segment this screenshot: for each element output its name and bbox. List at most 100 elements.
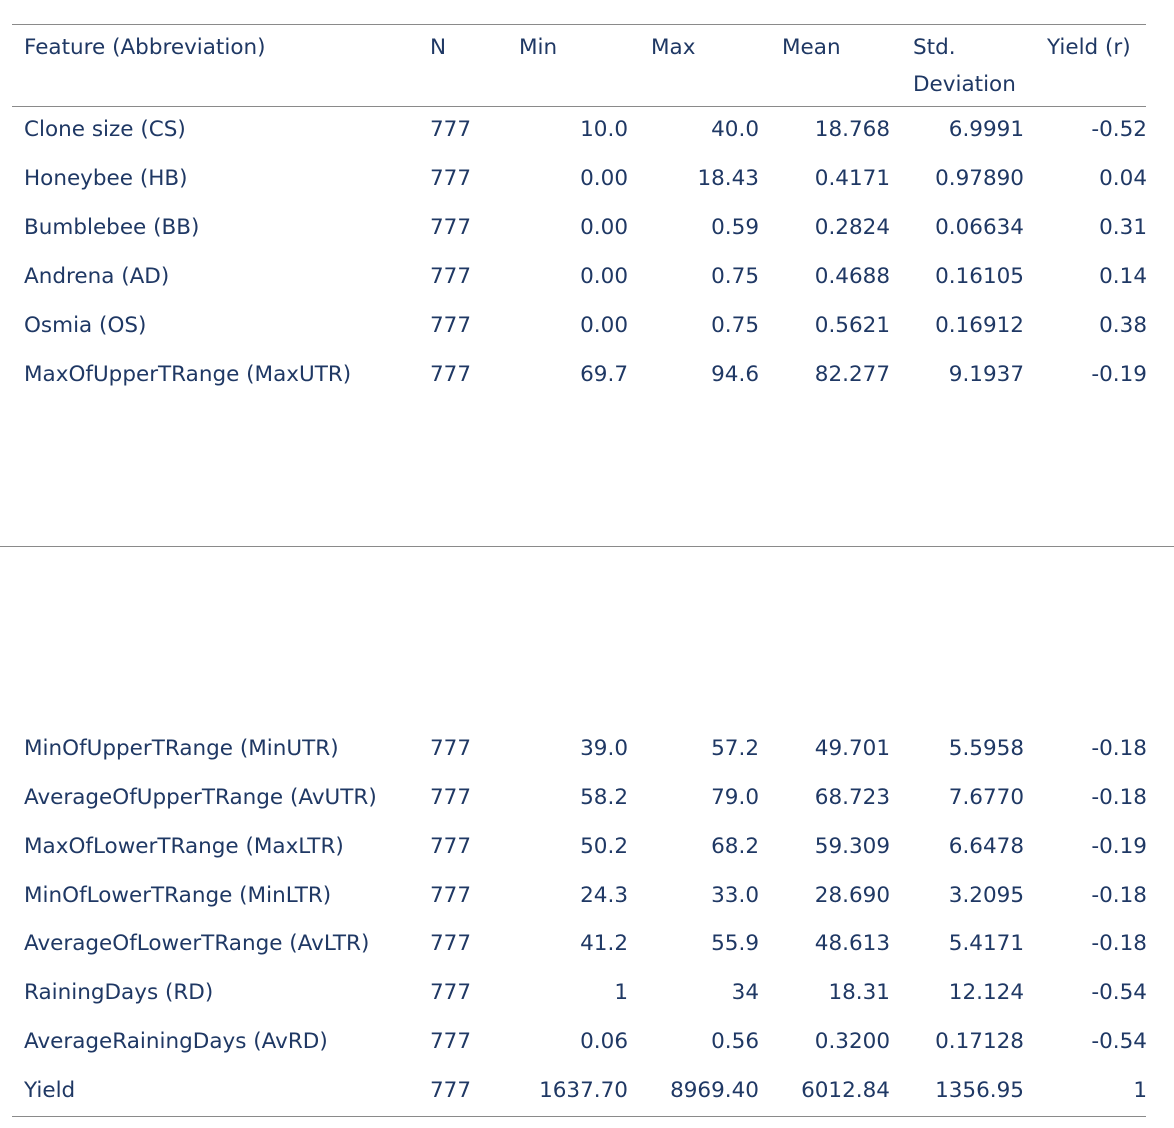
header-std-line2: Deviation [913, 72, 1016, 97]
cell-yield: 0.31 [1099, 215, 1147, 240]
cell-yield: -0.19 [1091, 834, 1147, 859]
cell-n: 777 [430, 1029, 472, 1054]
cell-mean: 49.701 [814, 736, 890, 761]
table-row: AverageOfLowerTRange (AvLTR) 777 41.2 55.9 4… [0, 927, 1174, 976]
cell-mean: 0.4171 [814, 166, 890, 191]
cell-n: 777 [430, 736, 472, 761]
cell-min: 0.00 [580, 313, 628, 338]
cell-yield: -0.18 [1091, 736, 1147, 761]
cell-min: 1 [614, 980, 628, 1005]
cell-n: 777 [430, 117, 472, 142]
table-row: MaxOfLowerTRange (MaxLTR) 777 50.2 68.2 59.3… [0, 830, 1174, 879]
page-break-rule [0, 546, 1174, 547]
cell-yield: 0.14 [1099, 264, 1147, 289]
cell-max: 8969.40 [670, 1078, 759, 1103]
cell-mean: 28.690 [814, 883, 890, 908]
table-row: Andrena (AD) 777 0.00 0.75 0.4688 0.16105 0.14 [0, 260, 1174, 309]
cell-min: 0.00 [580, 166, 628, 191]
cell-feature: MinOfUpperTRange (MinUTR) [24, 736, 339, 761]
cell-mean: 48.613 [814, 931, 890, 956]
cell-std: 1356.95 [935, 1078, 1024, 1103]
cell-n: 777 [430, 834, 472, 859]
cell-max: 34 [731, 980, 759, 1005]
cell-feature: AverageOfUpperTRange (AvUTR) [24, 785, 377, 810]
cell-min: 1637.70 [539, 1078, 628, 1103]
cell-mean: 68.723 [814, 785, 890, 810]
cell-n: 777 [430, 166, 472, 191]
cell-feature: RainingDays (RD) [24, 980, 214, 1005]
cell-std: 0.16105 [935, 264, 1024, 289]
cell-mean: 0.3200 [814, 1029, 890, 1054]
cell-feature: Osmia (OS) [24, 313, 147, 338]
table-row: RainingDays (RD) 777 1 34 18.31 12.124 -0.54 [0, 976, 1174, 1025]
cell-std: 0.97890 [935, 166, 1024, 191]
cell-max: 79.0 [711, 785, 759, 810]
cell-n: 777 [430, 313, 472, 338]
cell-n: 777 [430, 215, 472, 240]
cell-feature: AverageOfLowerTRange (AvLTR) [24, 931, 370, 956]
cell-std: 12.124 [948, 980, 1024, 1005]
cell-feature: MaxOfLowerTRange (MaxLTR) [24, 834, 344, 859]
cell-std: 7.6770 [948, 785, 1024, 810]
cell-n: 777 [430, 980, 472, 1005]
header-min: Min [519, 35, 558, 60]
cell-max: 94.6 [711, 362, 759, 387]
cell-yield: 0.38 [1099, 313, 1147, 338]
cell-n: 777 [430, 264, 472, 289]
cell-max: 0.56 [711, 1029, 759, 1054]
cell-yield: -0.18 [1091, 785, 1147, 810]
cell-n: 777 [430, 931, 472, 956]
cell-yield: -0.52 [1091, 117, 1147, 142]
table-row: MaxOfUpperTRange (MaxUTR) 777 69.7 94.6 82.2… [0, 358, 1174, 407]
header-std-deviation: Std. Deviation [913, 29, 1016, 103]
table-header: Feature (Abbreviation) N Min Max Mean St… [0, 29, 1174, 105]
cell-max: 18.43 [697, 166, 759, 191]
cell-mean: 0.2824 [814, 215, 890, 240]
cell-feature: MaxOfUpperTRange (MaxUTR) [24, 362, 352, 387]
cell-feature: Andrena (AD) [24, 264, 170, 289]
cell-mean: 6012.84 [801, 1078, 890, 1103]
cell-n: 777 [430, 362, 472, 387]
cell-feature: Clone size (CS) [24, 117, 186, 142]
header-feature: Feature (Abbreviation) [24, 35, 266, 60]
cell-min: 50.2 [580, 834, 628, 859]
table-row: Bumblebee (BB) 777 0.00 0.59 0.2824 0.06634 0.… [0, 211, 1174, 260]
cell-min: 58.2 [580, 785, 628, 810]
cell-feature: AverageRainingDays (AvRD) [24, 1029, 328, 1054]
cell-max: 40.0 [711, 117, 759, 142]
cell-std: 5.5958 [948, 736, 1024, 761]
cell-min: 10.0 [580, 117, 628, 142]
table-row: Osmia (OS) 777 0.00 0.75 0.5621 0.16912 0.38 [0, 309, 1174, 358]
cell-max: 0.75 [711, 313, 759, 338]
cell-mean: 0.5621 [814, 313, 890, 338]
cell-std: 9.1937 [948, 362, 1024, 387]
cell-mean: 0.4688 [814, 264, 890, 289]
cell-max: 0.75 [711, 264, 759, 289]
cell-yield: 0.04 [1099, 166, 1147, 191]
header-std-line1: Std. [913, 35, 956, 60]
cell-yield: -0.18 [1091, 883, 1147, 908]
table-row: MinOfLowerTRange (MinLTR) 777 24.3 33.0 28.6… [0, 879, 1174, 928]
cell-max: 68.2 [711, 834, 759, 859]
cell-feature: Bumblebee (BB) [24, 215, 200, 240]
header-max: Max [651, 35, 696, 60]
cell-yield: 1 [1133, 1078, 1147, 1103]
header-mean: Mean [782, 35, 841, 60]
table-bottom-rule [12, 1116, 1146, 1117]
cell-feature: Honeybee (HB) [24, 166, 188, 191]
cell-max: 0.59 [711, 215, 759, 240]
cell-min: 39.0 [580, 736, 628, 761]
cell-mean: 18.768 [814, 117, 890, 142]
cell-n: 777 [430, 883, 472, 908]
table-top-rule [12, 24, 1146, 25]
table-row: MinOfUpperTRange (MinUTR) 777 39.0 57.2 49.7… [0, 732, 1174, 781]
cell-feature: MinOfLowerTRange (MinLTR) [24, 883, 332, 908]
cell-mean: 82.277 [814, 362, 890, 387]
cell-max: 57.2 [711, 736, 759, 761]
cell-min: 0.00 [580, 215, 628, 240]
cell-yield: -0.54 [1091, 1029, 1147, 1054]
cell-std: 6.6478 [948, 834, 1024, 859]
cell-yield: -0.19 [1091, 362, 1147, 387]
table-row: Clone size (CS) 777 10.0 40.0 18.768 6.9991 -0… [0, 113, 1174, 162]
cell-yield: -0.54 [1091, 980, 1147, 1005]
